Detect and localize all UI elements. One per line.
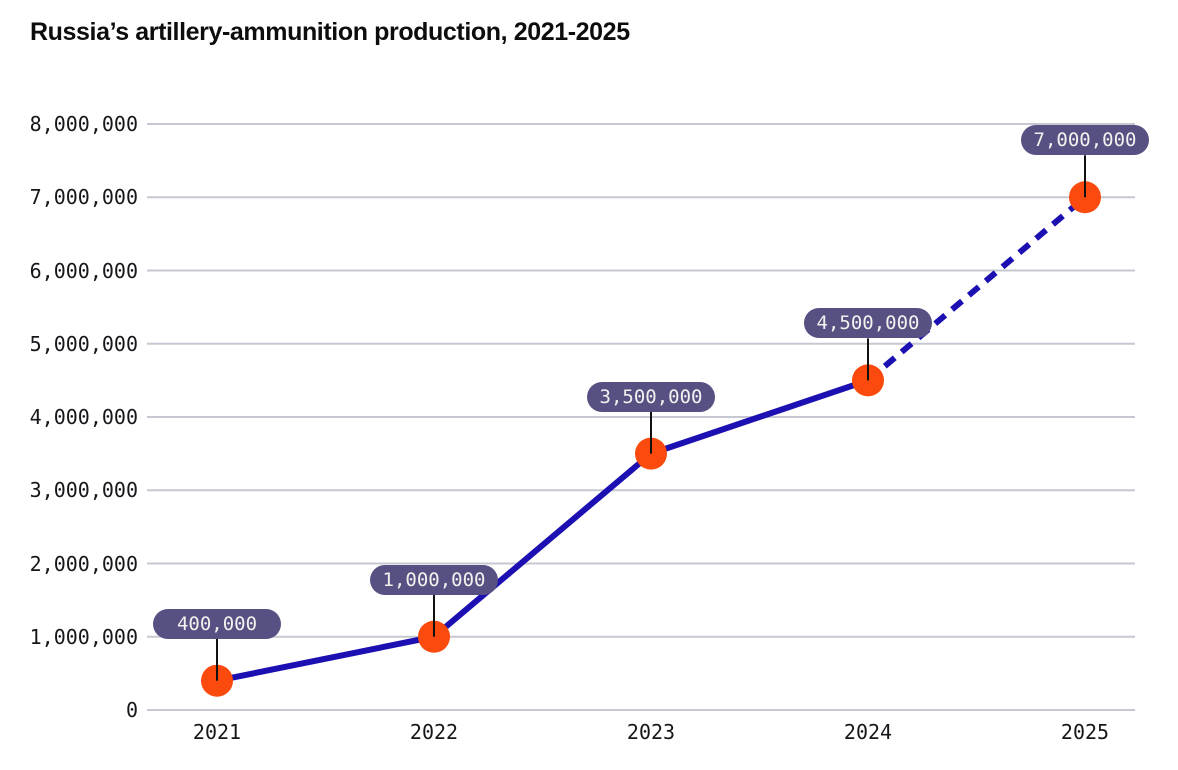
value-label-pill: 4,500,000 [804,308,932,339]
y-axis-tick-label: 8,000,000 [29,112,138,136]
value-label-pill: 7,000,000 [1021,125,1149,156]
x-axis-tick-label: 2022 [409,720,459,744]
chart-title: Russia’s artillery-ammunition production… [30,18,630,46]
y-axis-tick-label: 6,000,000 [29,258,138,283]
y-axis-tick-label: 2,000,000 [29,551,138,576]
x-axis-tick-label: 2025 [1060,720,1110,744]
y-axis-tick-label: 7,000,000 [29,185,138,210]
y-axis-tick-label: 3,000,000 [29,478,138,503]
y-axis-tick-label: 5,000,000 [29,331,138,356]
x-axis-tick-label: 2023 [626,720,676,744]
value-label-pill: 1,000,000 [370,564,498,595]
y-axis-tick-label: 0 [125,698,138,722]
production-line-projected-dashed [866,194,1087,383]
y-axis-tick-label: 4,000,000 [29,405,138,429]
y-axis-tick-label: 1,000,000 [29,624,138,649]
x-axis-tick-label: 2024 [843,720,893,744]
value-label-pill: 400,000 [153,608,281,639]
production-line-solid [214,377,871,684]
value-label-pill: 3,500,000 [587,381,715,412]
x-axis-tick-label: 2021 [192,720,242,744]
